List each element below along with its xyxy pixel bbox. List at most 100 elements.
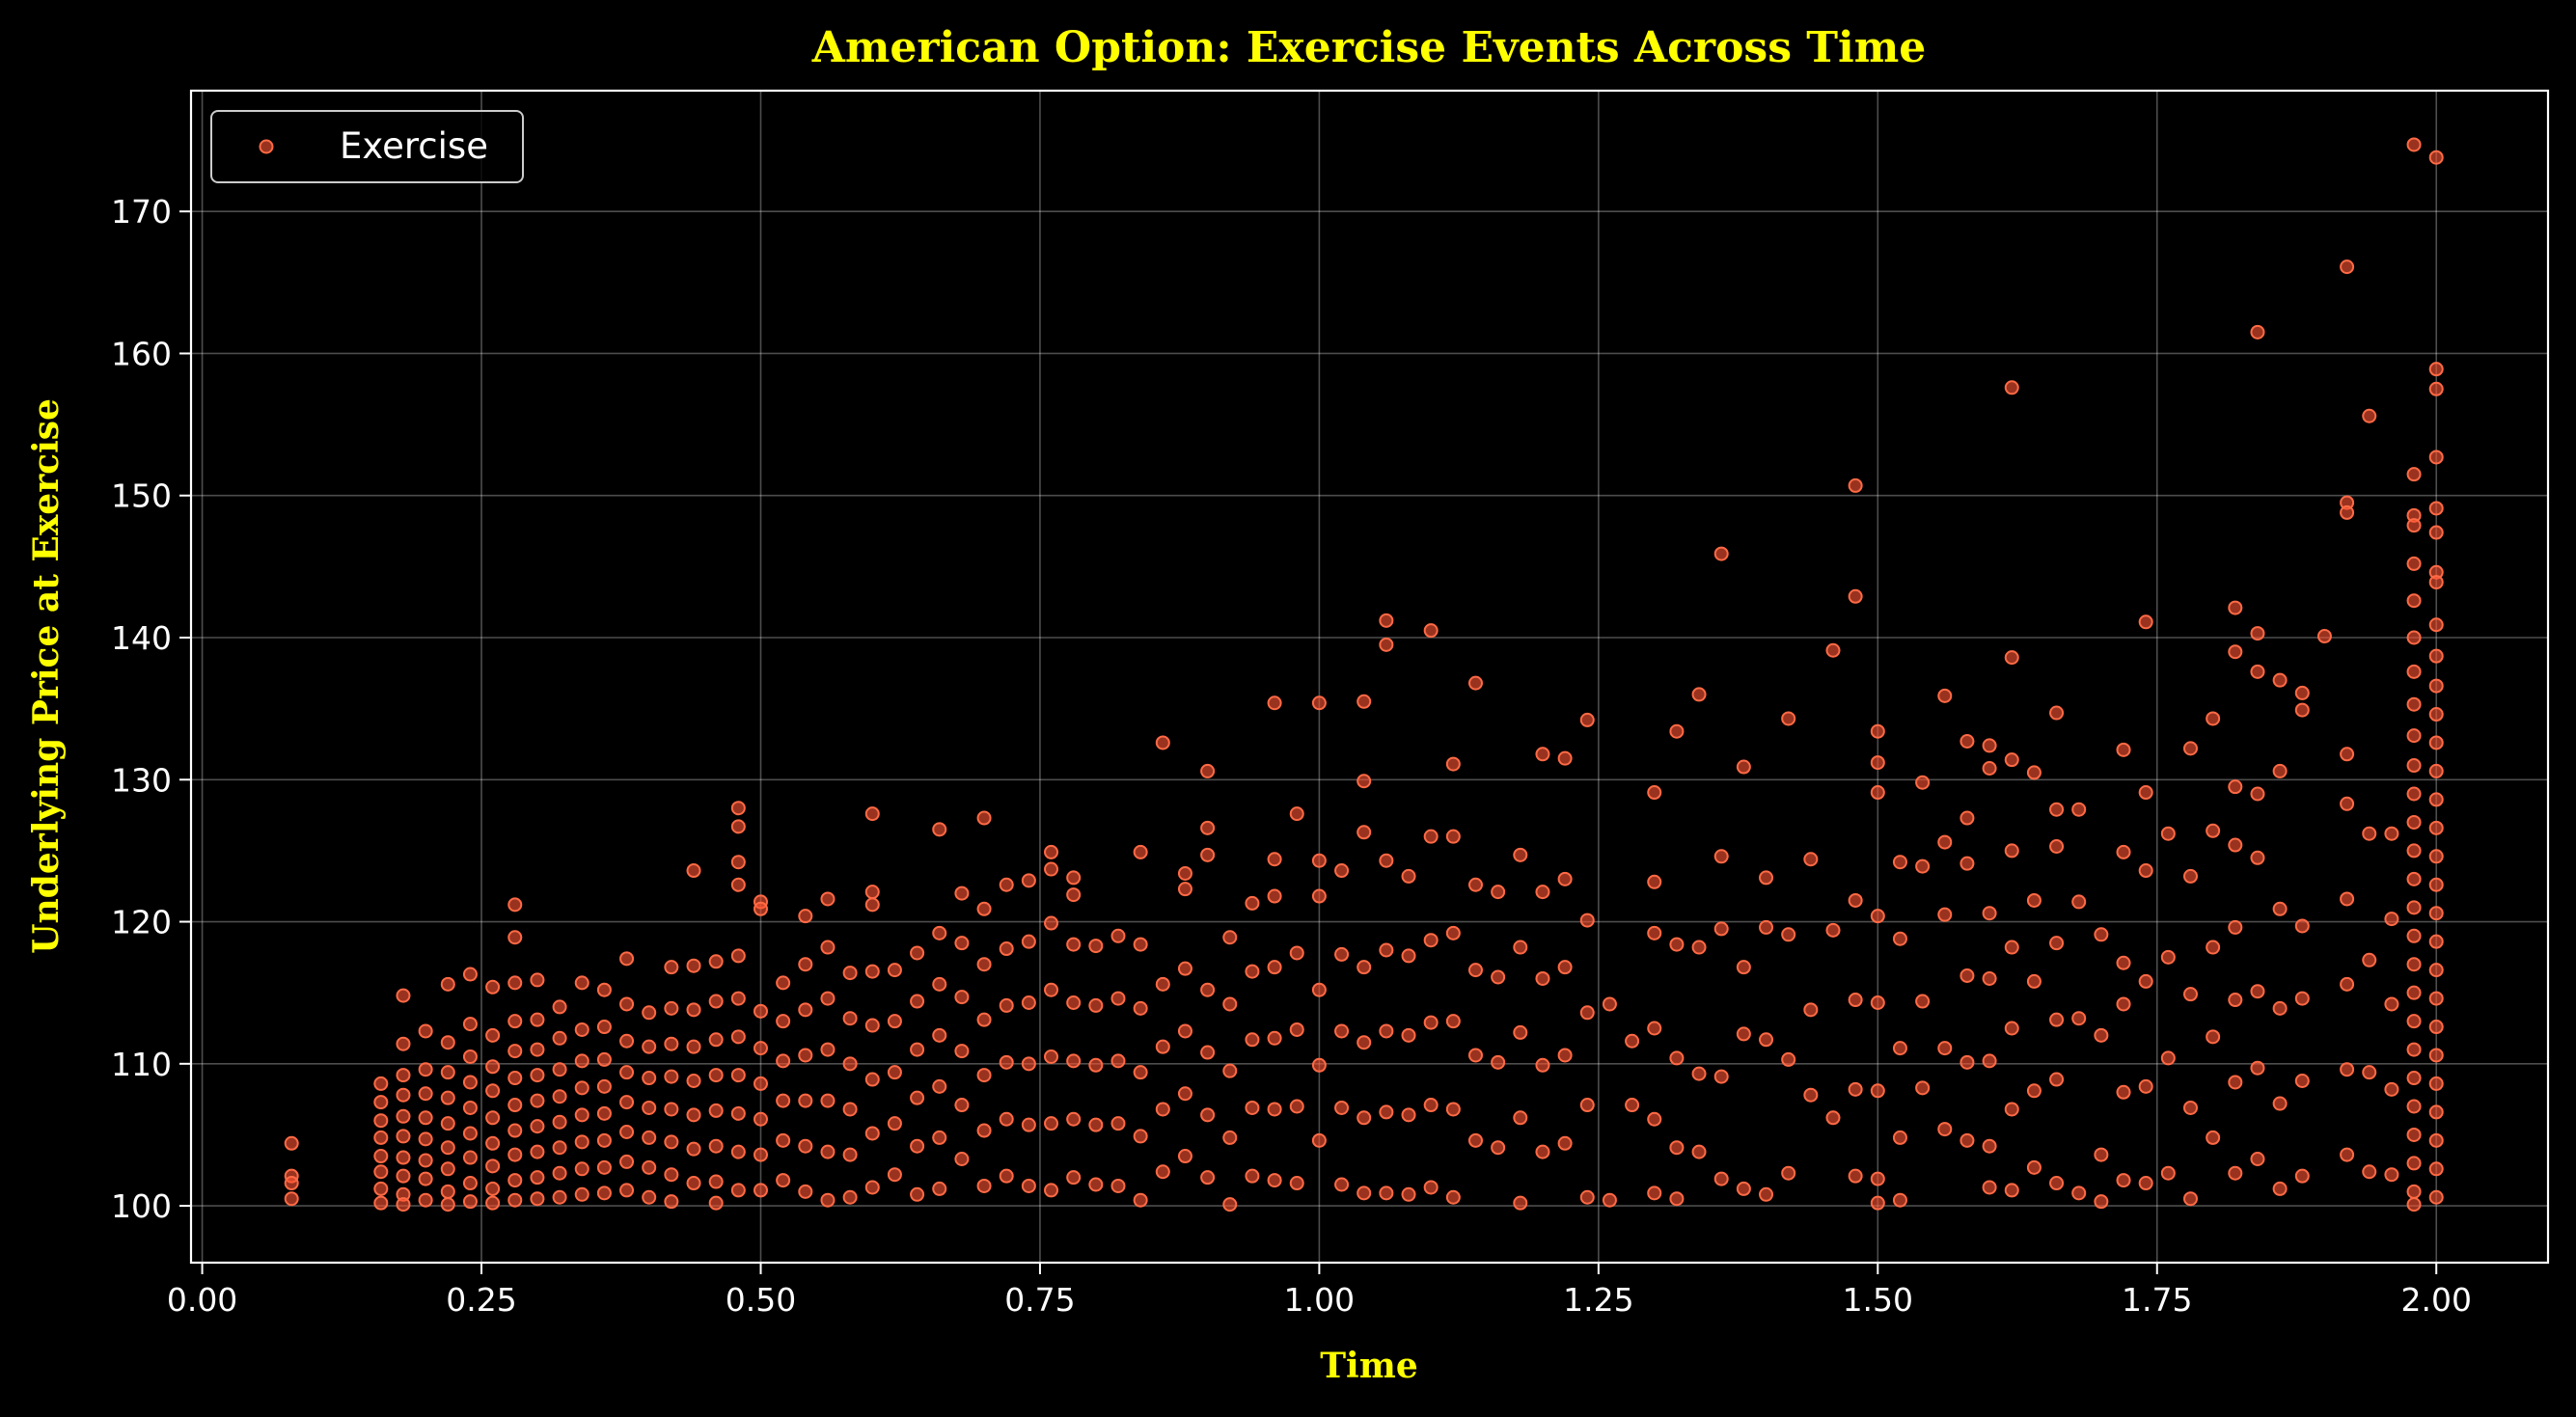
- exercise-point: [1669, 1140, 1685, 1156]
- exercise-point: [1691, 687, 1707, 702]
- exercise-point: [1982, 906, 1997, 921]
- exercise-point: [686, 1073, 701, 1088]
- exercise-point: [686, 863, 701, 879]
- exercise-point: [462, 1075, 478, 1090]
- exercise-point: [2071, 1185, 2087, 1201]
- exercise-point: [2340, 1147, 2355, 1162]
- exercise-point: [440, 1065, 455, 1080]
- exercise-point: [1021, 873, 1036, 888]
- exercise-point: [2138, 1078, 2153, 1094]
- exercise-point: [619, 1183, 635, 1198]
- exercise-point: [1066, 937, 1082, 952]
- x-tick-label: 0.75: [1004, 1281, 1075, 1319]
- exercise-point: [2026, 1083, 2042, 1099]
- exercise-point: [2272, 1181, 2288, 1196]
- exercise-point: [730, 855, 746, 870]
- exercise-point: [2428, 362, 2444, 377]
- exercise-point: [2026, 765, 2042, 780]
- exercise-point: [1691, 940, 1707, 955]
- exercise-point: [2026, 973, 2042, 989]
- exercise-point: [864, 1126, 880, 1141]
- exercise-point: [596, 1105, 612, 1121]
- exercise-point: [1133, 937, 1148, 952]
- exercise-point: [910, 1090, 925, 1105]
- exercise-point: [462, 1049, 478, 1064]
- exercise-point: [2406, 467, 2422, 482]
- exercise-point: [2004, 1021, 2019, 1036]
- exercise-point: [1736, 1181, 1751, 1196]
- exercise-point: [1870, 1083, 1885, 1099]
- exercise-point: [2428, 678, 2444, 694]
- exercise-point: [2004, 843, 2019, 858]
- exercise-point: [2406, 985, 2422, 1000]
- exercise-point: [1200, 1107, 1216, 1123]
- exercise-point: [1245, 1168, 1260, 1184]
- exercise-point: [2160, 949, 2176, 965]
- exercise-point: [1781, 1051, 1796, 1067]
- exercise-point: [1467, 963, 1483, 978]
- exercise-point: [552, 1140, 567, 1156]
- exercise-point: [864, 964, 880, 979]
- exercise-point: [1267, 1030, 1282, 1046]
- exercise-point: [976, 901, 992, 916]
- exercise-point: [2406, 814, 2422, 830]
- exercise-point: [1044, 1183, 1059, 1198]
- exercise-point: [1133, 844, 1148, 859]
- exercise-point: [820, 891, 836, 907]
- x-tick-label: 1.25: [1563, 1281, 1633, 1319]
- exercise-point: [1669, 1191, 1685, 1207]
- exercise-point: [2094, 1194, 2109, 1210]
- exercise-point: [2049, 936, 2065, 951]
- exercise-point: [642, 1130, 657, 1145]
- exercise-point: [1289, 945, 1304, 961]
- exercise-point: [1445, 756, 1461, 772]
- exercise-point: [2428, 150, 2444, 165]
- exercise-point: [2138, 863, 2153, 879]
- exercise-point: [440, 1035, 455, 1050]
- y-tick-label: 110: [111, 1046, 172, 1083]
- exercise-point: [2094, 1147, 2109, 1162]
- exercise-point: [418, 1192, 433, 1208]
- exercise-point: [1557, 1048, 1573, 1063]
- exercise-point: [1513, 847, 1528, 862]
- exercise-point: [954, 1044, 970, 1059]
- exercise-point: [1467, 1132, 1483, 1148]
- exercise-point: [396, 1150, 411, 1165]
- exercise-point: [1825, 922, 1841, 938]
- exercise-point: [485, 1110, 501, 1126]
- exercise-point: [2384, 996, 2399, 1012]
- exercise-point: [954, 1098, 970, 1113]
- exercise-point: [954, 990, 970, 1005]
- exercise-point: [596, 982, 612, 997]
- exercise-point: [530, 1042, 545, 1057]
- exercise-point: [776, 1173, 791, 1188]
- exercise-point: [1311, 853, 1327, 868]
- exercise-point: [1066, 870, 1082, 886]
- exercise-point: [2004, 1183, 2019, 1198]
- exercise-point: [798, 909, 813, 924]
- exercise-point: [2206, 823, 2221, 838]
- exercise-point: [507, 897, 523, 913]
- exercise-point: [619, 1065, 635, 1080]
- exercise-point: [1177, 1149, 1192, 1164]
- exercise-point: [530, 1119, 545, 1134]
- exercise-point: [1177, 1023, 1192, 1039]
- exercise-point: [2250, 786, 2265, 802]
- exercise-point: [1401, 1107, 1416, 1123]
- exercise-point: [910, 1042, 925, 1057]
- exercise-point: [1915, 775, 1931, 790]
- exercise-point: [1044, 861, 1059, 877]
- exercise-point: [730, 948, 746, 964]
- exercise-point: [642, 1071, 657, 1086]
- legend-box: [210, 110, 524, 183]
- exercise-point: [2250, 324, 2265, 340]
- exercise-point: [932, 822, 947, 837]
- exercise-point: [999, 1054, 1014, 1070]
- exercise-point: [1915, 994, 1931, 1009]
- exercise-point: [2428, 617, 2444, 633]
- exercise-point: [730, 801, 746, 816]
- exercise-point: [1579, 1189, 1595, 1205]
- exercise-point: [798, 1184, 813, 1199]
- exercise-point: [2228, 600, 2243, 615]
- exercise-point: [2428, 501, 2444, 516]
